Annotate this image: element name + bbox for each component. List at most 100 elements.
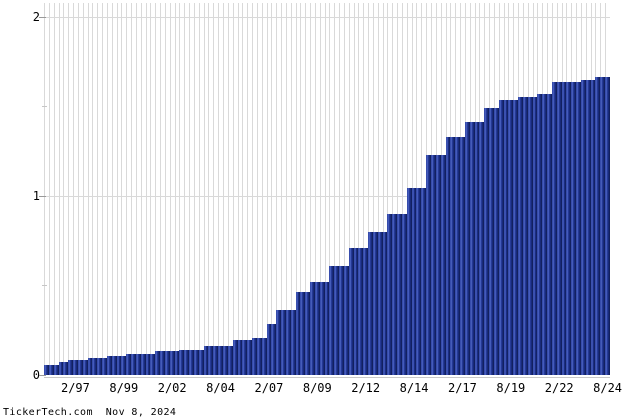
v-gridline — [189, 3, 190, 375]
dividend-bar — [354, 248, 358, 375]
dividend-bar — [44, 365, 49, 375]
dividend-bar — [126, 354, 131, 375]
v-gridline — [267, 3, 268, 375]
dividend-bar — [59, 362, 63, 375]
dividend-bar — [150, 354, 155, 375]
v-gridline — [271, 3, 272, 375]
dividend-bar — [571, 82, 576, 375]
dividend-bar — [141, 354, 146, 375]
dividend-bar — [504, 100, 508, 375]
dividend-bar — [329, 266, 334, 375]
dividend-bar — [242, 340, 247, 375]
y-axis-tick-mark — [39, 196, 46, 197]
dividend-bar — [179, 350, 184, 375]
dividend-bar — [276, 310, 281, 375]
dividend-bar — [199, 350, 204, 375]
x-axis-tick-label: 8/99 — [109, 381, 139, 395]
dividend-bar — [218, 346, 223, 375]
dividend-bar — [566, 82, 571, 375]
dividend-bar — [49, 365, 54, 375]
v-gridline — [315, 3, 316, 375]
dividend-bar — [455, 137, 460, 375]
dividend-bar — [54, 365, 59, 375]
v-gridline — [136, 3, 137, 375]
dividend-bar — [373, 232, 378, 375]
dividend-bar — [557, 82, 562, 375]
v-gridline — [165, 3, 166, 375]
dividend-bar — [131, 354, 136, 375]
v-gridline — [194, 3, 195, 375]
v-gridline — [363, 3, 364, 375]
dividend-bar — [208, 346, 213, 375]
dividend-bar — [392, 214, 397, 375]
y-axis-tick-label: 2 — [32, 10, 40, 24]
v-gridline — [296, 3, 297, 375]
dividend-bar — [436, 155, 441, 375]
dividend-bar — [358, 248, 363, 375]
dividend-bar — [121, 356, 126, 375]
dividend-bar — [407, 188, 412, 375]
dividend-bar — [605, 77, 610, 375]
v-gridline — [402, 3, 403, 375]
dividend-bar — [576, 82, 581, 375]
v-gridline — [373, 3, 374, 375]
dividend-bar — [533, 97, 537, 375]
dividend-bar — [402, 214, 407, 375]
v-gridline — [63, 3, 64, 375]
dividend-bar — [92, 358, 97, 375]
dividend-bar — [344, 266, 349, 375]
dividend-bar — [479, 122, 484, 375]
dividend-bar — [262, 338, 267, 375]
dividend-bar — [494, 108, 499, 375]
v-gridline — [349, 3, 350, 375]
v-gridline — [310, 3, 311, 375]
dividend-bar — [581, 80, 586, 375]
v-gridline — [344, 3, 345, 375]
dividend-bar — [228, 346, 233, 375]
dividend-bar — [305, 292, 310, 375]
v-gridline — [252, 3, 253, 375]
dividend-bar — [446, 137, 450, 375]
dividend-bar — [562, 82, 566, 375]
v-gridline — [392, 3, 393, 375]
v-gridline — [257, 3, 258, 375]
v-gridline — [102, 3, 103, 375]
dividend-bar — [155, 351, 160, 375]
v-gridline — [218, 3, 219, 375]
dividend-bar — [68, 360, 73, 375]
x-axis-tick-label: 2/97 — [60, 381, 90, 395]
dividend-bar — [387, 214, 392, 375]
dividend-bar — [300, 292, 305, 375]
v-gridline — [107, 3, 108, 375]
x-axis-tick-label: 2/12 — [351, 381, 381, 395]
v-gridline — [228, 3, 229, 375]
dividend-bar — [397, 214, 402, 375]
v-gridline — [97, 3, 98, 375]
v-gridline — [233, 3, 234, 375]
v-gridline — [160, 3, 161, 375]
dividend-bar — [204, 346, 208, 375]
v-gridline — [44, 3, 45, 375]
dividend-bar — [513, 100, 518, 375]
v-gridline — [54, 3, 55, 375]
v-gridline — [291, 3, 292, 375]
v-gridline — [387, 3, 388, 375]
dividend-bar — [489, 108, 494, 375]
x-axis-tick-label: 8/14 — [399, 381, 429, 395]
dividend-bar — [117, 356, 121, 375]
dividend-bar — [175, 351, 179, 375]
v-gridline — [146, 3, 147, 375]
dividend-bar — [267, 324, 271, 375]
v-gridline — [117, 3, 118, 375]
dividend-bar — [271, 324, 276, 375]
dividend-bar — [88, 358, 92, 375]
v-gridline — [92, 3, 93, 375]
v-gridline — [242, 3, 243, 375]
dividend-bar — [213, 346, 218, 375]
v-gridline — [325, 3, 326, 375]
v-gridline — [131, 3, 132, 375]
v-gridline — [247, 3, 248, 375]
dividend-bar — [107, 356, 112, 375]
h-gridline — [44, 17, 610, 18]
